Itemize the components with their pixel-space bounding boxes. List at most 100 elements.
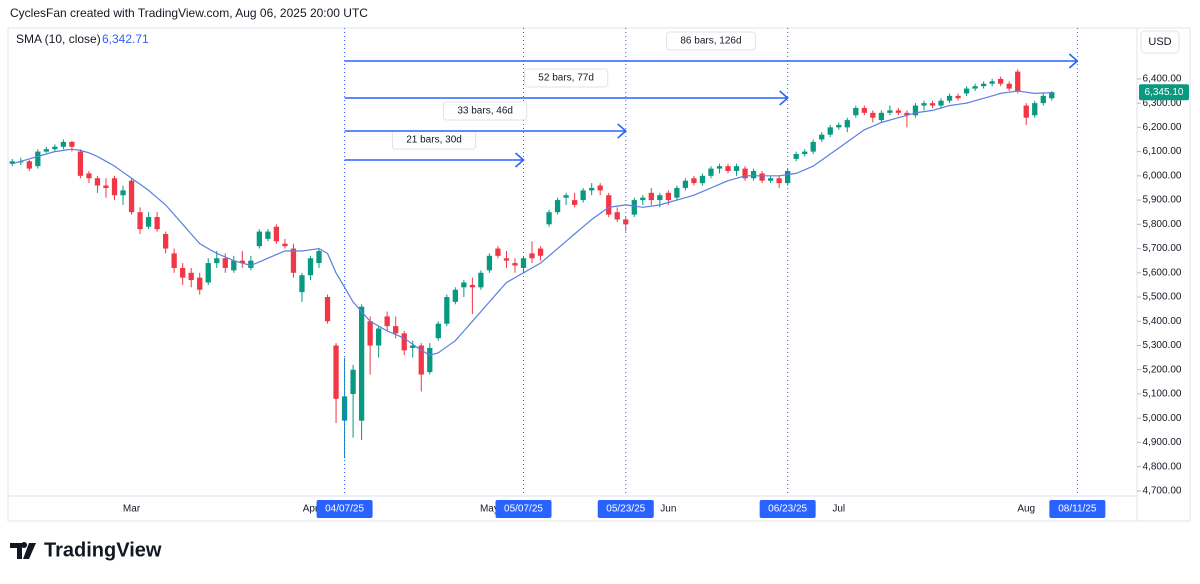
candle-body <box>870 112 876 118</box>
y-tick-label: 6,400.00 <box>1143 74 1182 85</box>
sma-value: 6,342.71 <box>102 32 149 46</box>
candle-body <box>929 103 936 106</box>
date-badge-label: 06/23/25 <box>768 504 807 515</box>
currency-button[interactable] <box>1140 30 1180 54</box>
candle-body <box>1006 83 1012 89</box>
range-label: 21 bars, 30d <box>406 135 462 146</box>
candle-body <box>921 103 927 106</box>
candle-body <box>393 326 399 334</box>
candle-body <box>904 112 910 116</box>
logo-text: TradingView <box>44 539 162 561</box>
candle-body <box>742 168 748 179</box>
date-badge-label: 05/23/25 <box>606 504 645 515</box>
candle-body <box>546 212 552 225</box>
y-tick-label: 5,000.00 <box>1143 413 1182 424</box>
y-tick-label: 5,300.00 <box>1143 340 1182 351</box>
logo-icon <box>10 542 36 559</box>
candle-body <box>631 200 637 215</box>
candle-body <box>648 192 654 201</box>
candle-body <box>256 231 263 247</box>
candle-body <box>750 170 757 179</box>
candle-body <box>128 180 135 213</box>
candle-body <box>580 190 586 201</box>
candle-body <box>86 173 92 179</box>
candle-body <box>324 297 331 322</box>
y-tick-label: 5,600.00 <box>1143 267 1182 278</box>
candle-body <box>77 151 84 176</box>
candle-body <box>214 258 220 264</box>
candle-body <box>1032 103 1038 116</box>
candle-body <box>1015 71 1021 92</box>
candle-body <box>35 151 41 167</box>
candle-body <box>162 234 169 249</box>
candle-body <box>478 272 484 288</box>
candle-body <box>495 248 501 256</box>
candle-body <box>94 178 101 186</box>
y-tick-label: 5,900.00 <box>1143 195 1182 206</box>
candle-body <box>614 212 620 220</box>
candle-body <box>111 178 118 196</box>
candle-body <box>171 253 177 268</box>
y-tick-label: 6,300.00 <box>1143 98 1182 109</box>
candle-body <box>418 345 424 375</box>
candle-body <box>836 124 842 128</box>
candle-body <box>998 78 1004 84</box>
candle-body <box>912 105 919 116</box>
y-tick-label: 5,500.00 <box>1143 292 1182 303</box>
candle-body <box>410 345 416 348</box>
sma-legend: SMA (10, close) <box>16 32 101 46</box>
y-tick-label: 4,700.00 <box>1143 486 1182 497</box>
candle-body <box>452 289 458 302</box>
candle-body <box>358 306 365 421</box>
candle-body <box>537 248 544 256</box>
candle-body <box>767 178 774 181</box>
candle-body <box>691 178 697 184</box>
date-badge <box>495 500 552 518</box>
y-tick-label: 5,100.00 <box>1143 389 1182 400</box>
candle-body <box>26 161 32 169</box>
date-badge <box>759 500 816 518</box>
candle-body <box>316 250 322 264</box>
candle-body <box>674 187 680 198</box>
header: CyclesFan created with TradingView.com, … <box>10 6 368 20</box>
currency[interactable]: USD <box>1148 36 1171 48</box>
y-tick-label: 4,800.00 <box>1143 461 1182 472</box>
candle-body <box>861 107 867 113</box>
range-arrowhead <box>779 90 789 106</box>
range-label-box <box>524 68 609 88</box>
y-tick-label: 6,100.00 <box>1143 146 1182 157</box>
candle-body <box>350 369 356 394</box>
y-tick-label: 5,200.00 <box>1143 364 1182 375</box>
y-tick-label: 6,000.00 <box>1143 170 1182 181</box>
candle-body <box>231 260 237 271</box>
candle-body <box>895 110 902 113</box>
x-tick-label: May <box>480 504 499 515</box>
candle-body <box>9 161 15 164</box>
range-label-box <box>666 31 756 51</box>
candle-body <box>606 195 612 215</box>
candle-body <box>716 166 723 169</box>
candle-body <box>708 168 714 176</box>
candle-body <box>205 263 211 283</box>
candle-body <box>529 253 535 259</box>
candle-body <box>290 248 297 273</box>
candle-body <box>444 297 450 324</box>
y-tick-label: 6,200.00 <box>1143 122 1182 133</box>
candle-body <box>554 200 561 213</box>
candle-body <box>699 175 706 184</box>
logo: TradingView <box>10 539 162 561</box>
candle-body <box>853 107 859 116</box>
candle-body <box>819 134 825 140</box>
candle-body <box>776 178 782 184</box>
date-badge <box>316 500 373 518</box>
range-arrowhead <box>514 152 525 168</box>
candle-body <box>248 260 254 268</box>
x-tick-label: Apr <box>303 504 319 515</box>
candle-body <box>980 83 987 87</box>
candle-body <box>273 226 280 242</box>
range-label-box <box>443 101 528 121</box>
sma-line <box>12 90 1052 356</box>
candle-body <box>759 173 765 181</box>
chart-frame <box>7 27 1191 522</box>
candle-body <box>222 258 228 268</box>
